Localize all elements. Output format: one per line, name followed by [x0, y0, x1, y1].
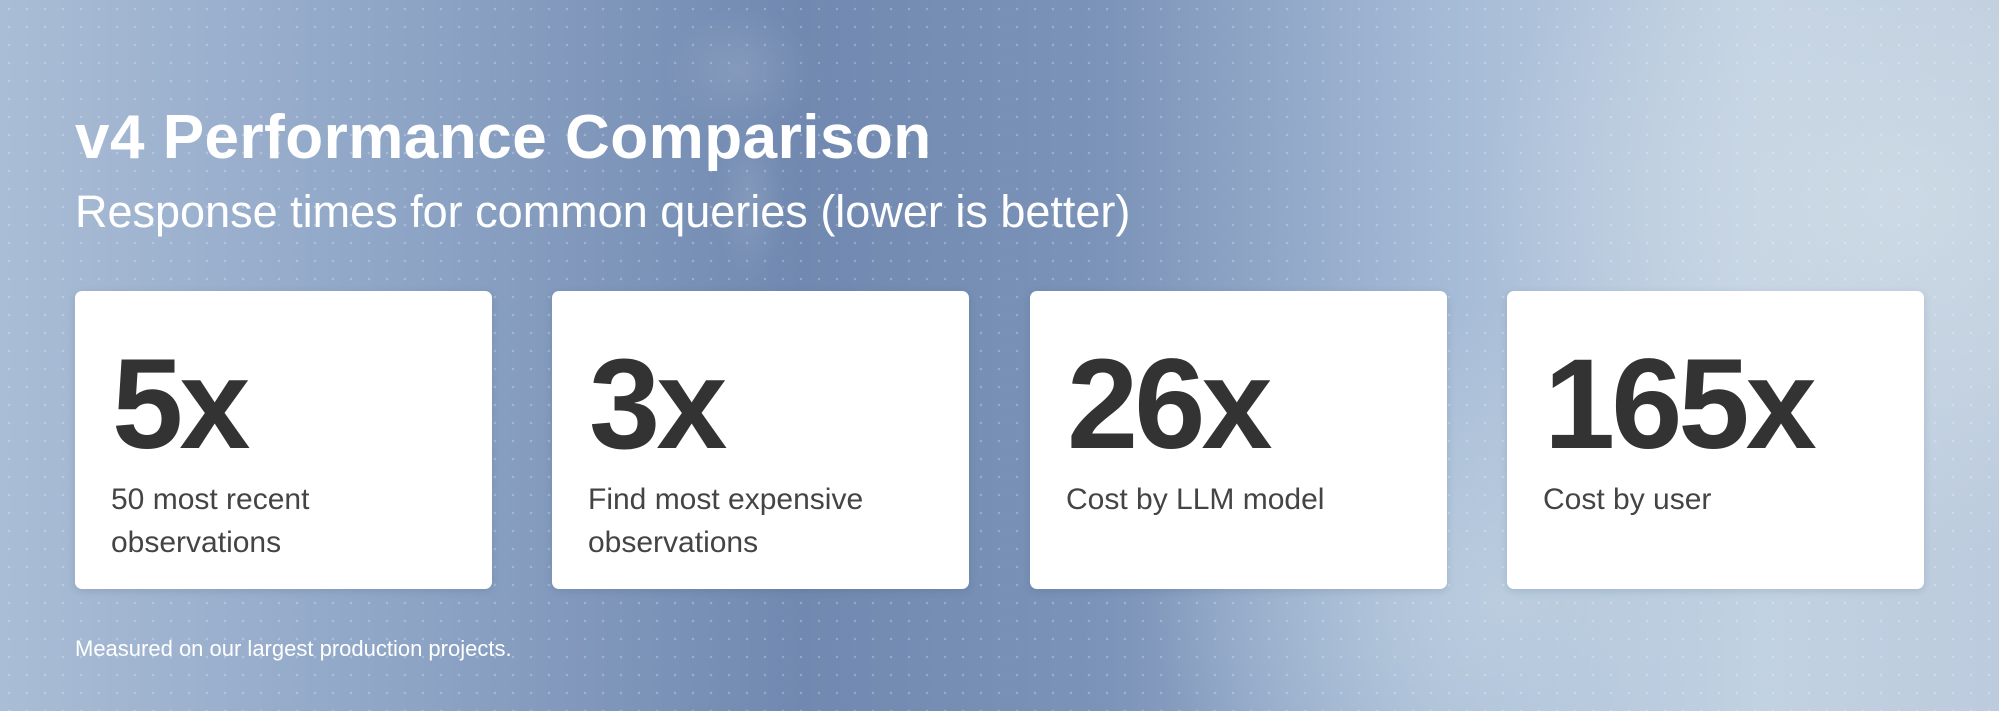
stat-card: 5x 50 most recent observations [75, 291, 492, 589]
stat-label: Find most expensive observations [588, 483, 864, 559]
page-subtitle: Response times for common queries (lower… [75, 186, 1131, 237]
page-title: v4 Performance Comparison [75, 103, 932, 172]
stat-value: 5x [112, 333, 250, 476]
footnote: Measured on our largest production proje… [75, 636, 512, 661]
background-illustration [620, 0, 860, 290]
stat-label: Cost by user [1543, 483, 1712, 516]
stat-card: 165x Cost by user [1507, 291, 1924, 589]
stat-label: Cost by LLM model [1066, 483, 1325, 516]
stat-value: 26x [1067, 333, 1273, 476]
stat-value: 165x [1544, 333, 1817, 476]
stat-card: 26x Cost by LLM model [1030, 291, 1447, 589]
stat-card: 3x Find most expensive observations [552, 291, 969, 589]
stat-label: 50 most recent observations [111, 483, 310, 559]
stat-value: 3x [589, 333, 727, 476]
